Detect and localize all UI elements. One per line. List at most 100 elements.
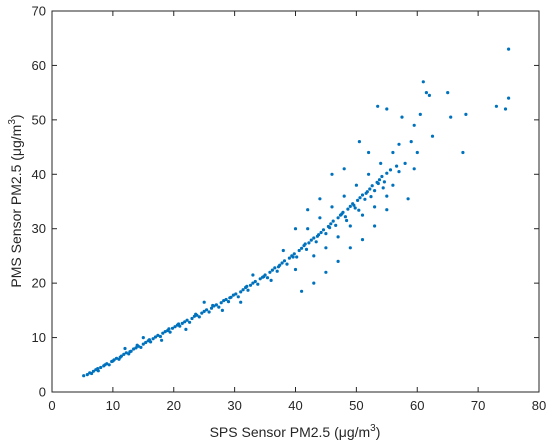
scatter-point [318, 197, 322, 201]
scatter-point [379, 161, 383, 165]
scatter-point [107, 363, 111, 367]
scatter-point [446, 91, 450, 95]
scatter-point [369, 195, 373, 199]
scatter-point [241, 288, 245, 292]
scatter-point [357, 140, 361, 144]
scatter-point [315, 234, 319, 238]
scatter-point [135, 343, 139, 347]
scatter-point [348, 204, 352, 208]
scatter-point [132, 347, 136, 351]
scatter-point [300, 289, 304, 293]
scatter-point [258, 277, 262, 281]
scatter-point [385, 171, 389, 175]
scatter-point [329, 222, 333, 226]
scatter-point [251, 281, 255, 285]
scatter-point [292, 252, 296, 256]
scatter-point [373, 224, 377, 228]
scatter-point [403, 161, 407, 165]
scatter-point [226, 300, 231, 304]
scatter-point [356, 198, 360, 202]
scatter-point [494, 104, 498, 108]
y-tick-label: 60 [32, 58, 46, 73]
scatter-point [385, 208, 389, 212]
y-axis-label: PMS Sensor PM2.5 (μg/m3) [7, 114, 24, 287]
scatter-point [449, 115, 453, 119]
y-tick-label: 10 [32, 330, 46, 345]
scatter-point [111, 359, 115, 363]
scatter-point [343, 215, 347, 219]
scatter-point [156, 333, 160, 337]
scatter-point [364, 191, 368, 195]
x-tick-label: 60 [410, 398, 424, 413]
x-tick-label: 80 [532, 398, 546, 413]
scatter-point [303, 242, 307, 246]
scatter-point [336, 259, 340, 263]
scatter-point [397, 142, 401, 146]
x-tick-label: 50 [349, 398, 363, 413]
scatter-point [321, 228, 326, 232]
scatter-point [285, 262, 289, 266]
scatter-point [353, 206, 357, 210]
scatter-point [234, 292, 238, 296]
scatter-point [430, 134, 435, 138]
scatter-point [342, 167, 346, 171]
scatter-point [306, 227, 310, 231]
scatter-point [291, 255, 295, 259]
scatter-point [391, 150, 395, 155]
scatter-point [211, 303, 215, 308]
scatter-point [328, 226, 332, 230]
y-tick-label: 50 [32, 112, 46, 127]
scatter-point [409, 140, 413, 144]
scatter-point [180, 321, 184, 325]
x-tick-label: 30 [227, 398, 241, 413]
scatter-point [370, 184, 374, 188]
scatter-point [360, 213, 365, 217]
scatter-point [280, 261, 284, 265]
scatter-point [324, 246, 328, 250]
scatter-point [406, 197, 410, 201]
scatter-point [346, 207, 350, 211]
scatter-point [158, 334, 162, 339]
scatter-point [363, 197, 367, 201]
scatter-point [507, 96, 511, 100]
x-tick-label: 10 [106, 398, 120, 413]
y-tick-label: 0 [39, 385, 46, 400]
scatter-point [300, 246, 304, 250]
scatter-point [312, 254, 316, 258]
scatter-point [217, 305, 221, 309]
scatter-point [357, 208, 361, 212]
scatter-point [360, 238, 365, 242]
scatter-point [200, 311, 204, 315]
scatter-point [397, 170, 401, 174]
scatter-point [134, 346, 138, 350]
scatter-point [395, 164, 399, 168]
scatter-point [319, 230, 323, 235]
scatter-point [297, 248, 301, 253]
x-tick-label: 0 [48, 398, 55, 413]
scatter-point [464, 112, 468, 116]
scatter-point [307, 241, 311, 245]
scatter-point [85, 373, 89, 377]
scatter-point [427, 93, 431, 97]
y-tick-label: 70 [32, 4, 46, 19]
scatter-point [202, 309, 206, 313]
scatter-point [391, 183, 395, 187]
x-tick-label: 40 [288, 398, 302, 413]
scatter-point [268, 270, 272, 274]
scatter-point [91, 369, 95, 373]
scatter-point [421, 80, 425, 84]
scatter-point [281, 248, 285, 253]
scatter-point [312, 236, 316, 240]
scatter-point [128, 350, 132, 354]
scatter-point [214, 303, 218, 307]
scatter-point [228, 296, 232, 300]
scatter-point [144, 340, 148, 345]
scatter-point [151, 337, 155, 341]
scatter-point [207, 310, 211, 314]
scatter-point [163, 330, 167, 334]
scatter-point [251, 273, 255, 277]
scatter-point [354, 183, 358, 187]
scatter-point [147, 338, 151, 342]
scatter-point [282, 259, 287, 263]
